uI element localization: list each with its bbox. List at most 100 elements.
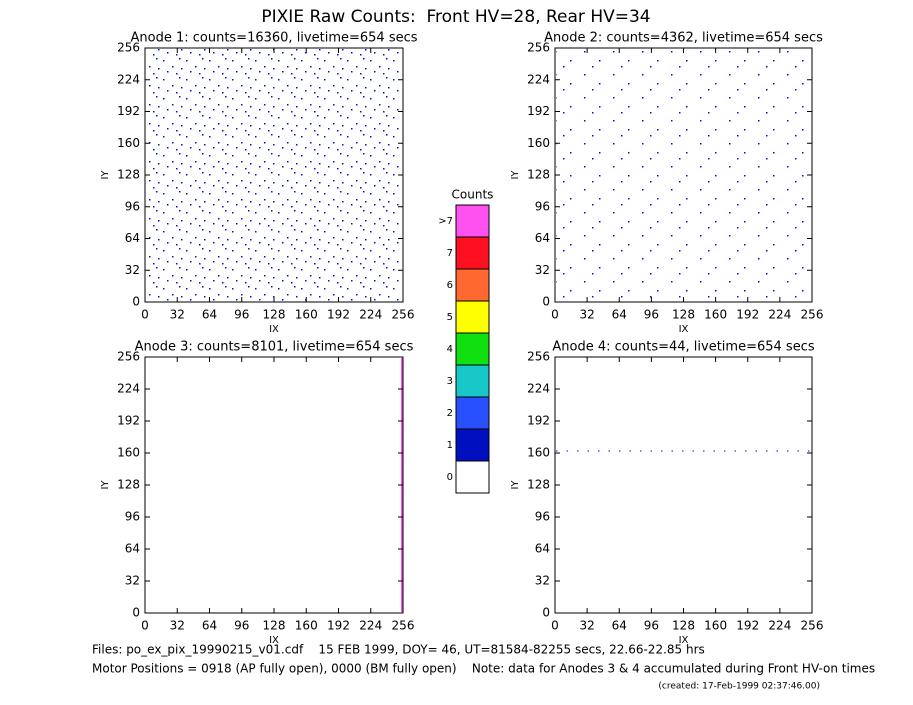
y-tick-label: 224 xyxy=(117,382,140,396)
x-tick-label: 32 xyxy=(579,308,594,322)
colorbar-cell xyxy=(455,428,490,462)
plot-frame xyxy=(554,356,813,614)
x-tick-label: 192 xyxy=(736,308,759,322)
x-tick-label: 224 xyxy=(768,619,791,633)
x-tick-label: 192 xyxy=(736,619,759,633)
colorbar-label: 0 xyxy=(447,472,453,483)
x-tick-label: 64 xyxy=(202,619,217,633)
x-tick-label: 96 xyxy=(234,619,249,633)
image-texture xyxy=(556,49,811,301)
x-tick-label: 192 xyxy=(327,619,350,633)
x-tick-label: 96 xyxy=(234,308,249,322)
x-axis-label: IX xyxy=(679,635,689,646)
y-axis-label: IY xyxy=(510,170,521,180)
y-tick-label: 160 xyxy=(527,446,550,460)
x-tick-label: 0 xyxy=(551,619,559,633)
x-tick-label: 160 xyxy=(704,619,727,633)
colorbar-label: 3 xyxy=(447,376,453,387)
y-tick-label: 64 xyxy=(535,231,550,245)
y-tick-label: 256 xyxy=(527,41,550,55)
x-tick-label: 0 xyxy=(141,619,149,633)
x-tick-label: 224 xyxy=(359,619,382,633)
footer-line: (created: 17-Feb-1999 02:37:46.00) xyxy=(658,682,820,692)
colorbar-cell xyxy=(455,300,490,334)
x-tick-label: 64 xyxy=(612,308,627,322)
y-tick-label: 192 xyxy=(527,104,550,118)
y-tick-label: 224 xyxy=(527,72,550,86)
y-tick-label: 224 xyxy=(117,72,140,86)
x-tick-label: 224 xyxy=(359,308,382,322)
y-tick-label: 96 xyxy=(535,510,550,524)
y-tick-label: 0 xyxy=(132,295,140,309)
colorbar-title: Counts xyxy=(452,188,494,202)
x-tick-label: 96 xyxy=(644,308,659,322)
y-tick-label: 256 xyxy=(117,350,140,364)
x-axis-label: IX xyxy=(269,635,279,646)
y-tick-label: 32 xyxy=(535,574,550,588)
colorbar-label: 4 xyxy=(447,344,453,355)
y-tick-label: 64 xyxy=(125,542,140,556)
x-tick-label: 96 xyxy=(644,619,659,633)
y-tick-label: 0 xyxy=(132,606,140,620)
y-tick-label: 128 xyxy=(527,168,550,182)
y-tick-label: 160 xyxy=(527,136,550,150)
x-tick-label: 32 xyxy=(170,308,185,322)
x-tick-label: 32 xyxy=(579,619,594,633)
y-axis-label: IY xyxy=(100,170,111,180)
x-axis-label: IX xyxy=(679,324,689,335)
colorbar-label: 5 xyxy=(447,312,453,323)
x-tick-label: 192 xyxy=(327,308,350,322)
colorbar-cell xyxy=(455,268,490,302)
y-tick-label: 192 xyxy=(117,414,140,428)
x-axis-label: IX xyxy=(269,324,279,335)
panel-title: Anode 3: counts=8101, livetime=654 secs xyxy=(135,340,414,355)
colorbar-label: 1 xyxy=(447,440,453,451)
panel-title: Anode 1: counts=16360, livetime=654 secs xyxy=(130,31,417,46)
chart-title: PIXIE Raw Counts: Front HV=28, Rear HV=3… xyxy=(261,7,650,27)
x-tick-label: 0 xyxy=(551,308,559,322)
colorbar-label: 2 xyxy=(447,408,453,419)
colorbar-cell xyxy=(455,396,490,430)
x-tick-label: 256 xyxy=(392,619,415,633)
y-axis-label: IY xyxy=(510,480,521,490)
image-texture xyxy=(146,49,402,301)
x-tick-label: 128 xyxy=(263,619,286,633)
footer-line: Files: po_ex_pix_19990215_v01.cdf 15 FEB… xyxy=(92,643,705,657)
y-tick-label: 64 xyxy=(125,231,140,245)
y-tick-label: 0 xyxy=(542,606,550,620)
colorbar-cell xyxy=(455,332,490,366)
x-tick-label: 128 xyxy=(672,308,695,322)
y-tick-label: 32 xyxy=(125,263,140,277)
y-tick-label: 160 xyxy=(117,136,140,150)
footer-line: Motor Positions = 0918 (AP fully open), … xyxy=(92,662,875,676)
y-tick-label: 128 xyxy=(117,478,140,492)
y-axis-label: IY xyxy=(100,480,111,490)
colorbar-label: 6 xyxy=(447,280,453,291)
y-tick-label: 256 xyxy=(527,350,550,364)
x-tick-label: 128 xyxy=(672,619,695,633)
x-tick-label: 160 xyxy=(295,619,318,633)
panel-title: Anode 2: counts=4362, livetime=654 secs xyxy=(544,31,823,46)
y-tick-label: 96 xyxy=(535,199,550,213)
x-tick-label: 160 xyxy=(295,308,318,322)
y-tick-label: 96 xyxy=(125,510,140,524)
panel-title: Anode 4: counts=44, livetime=654 secs xyxy=(552,340,814,355)
colorbar-cell xyxy=(455,364,490,398)
y-tick-label: 128 xyxy=(117,168,140,182)
x-tick-label: 224 xyxy=(768,308,791,322)
y-tick-label: 32 xyxy=(125,574,140,588)
x-tick-label: 256 xyxy=(801,619,824,633)
x-tick-label: 256 xyxy=(801,308,824,322)
colorbar-cell xyxy=(455,204,490,238)
y-tick-label: 160 xyxy=(117,446,140,460)
x-tick-label: 160 xyxy=(704,308,727,322)
colorbar-cell xyxy=(455,460,490,494)
y-tick-label: 32 xyxy=(535,263,550,277)
y-tick-label: 64 xyxy=(535,542,550,556)
x-tick-label: 32 xyxy=(170,619,185,633)
colorbar-cell xyxy=(455,236,490,270)
y-tick-label: 256 xyxy=(117,41,140,55)
y-tick-label: 192 xyxy=(117,104,140,118)
x-tick-label: 128 xyxy=(263,308,286,322)
x-tick-label: 0 xyxy=(141,308,149,322)
